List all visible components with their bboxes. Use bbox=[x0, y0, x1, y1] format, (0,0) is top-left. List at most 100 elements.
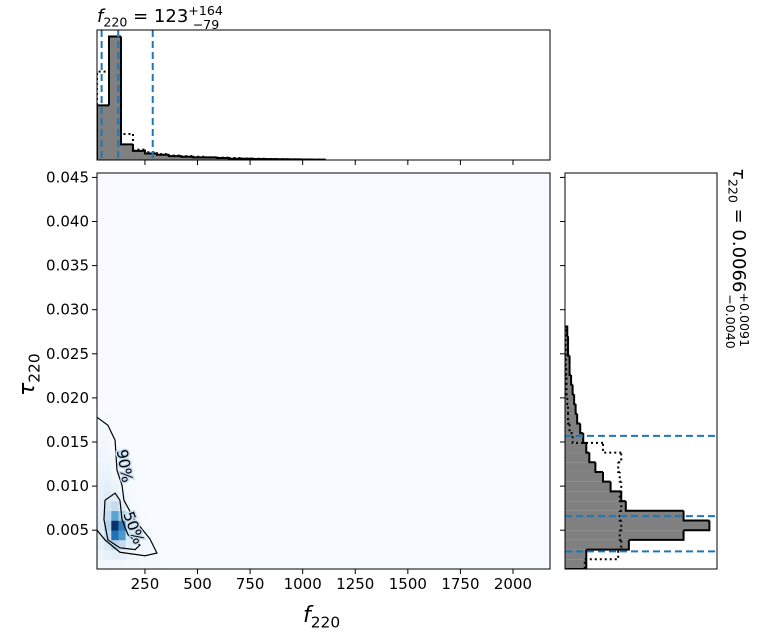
heatmap-cell bbox=[154, 510, 162, 521]
heatmap-cell bbox=[161, 530, 169, 541]
step bbox=[586, 539, 630, 551]
bar bbox=[565, 549, 587, 560]
step bbox=[594, 462, 603, 473]
heatmap-cell bbox=[154, 442, 162, 453]
heatmap-cell bbox=[97, 433, 105, 444]
heatmap-cell bbox=[147, 530, 155, 541]
step bbox=[565, 325, 569, 338]
heatmap-cell bbox=[104, 530, 112, 541]
y-tick-label: 0.025 bbox=[46, 345, 89, 363]
upper: +0.0091 bbox=[737, 292, 752, 347]
heatmap-cell bbox=[104, 549, 112, 560]
heatmap-cell bbox=[111, 423, 119, 434]
heatmap-cell bbox=[118, 501, 126, 512]
heatmap-cell bbox=[118, 559, 126, 569]
heatmap-cell bbox=[132, 423, 141, 434]
heatmap-cell bbox=[132, 442, 141, 453]
bar bbox=[565, 355, 570, 366]
bar bbox=[565, 374, 572, 385]
heatmap-cell bbox=[139, 501, 148, 512]
step bbox=[565, 559, 586, 569]
heatmap-cell bbox=[125, 452, 134, 463]
heatmap-cell bbox=[97, 539, 105, 550]
heatmap-cell bbox=[118, 471, 126, 482]
step bbox=[619, 501, 623, 512]
bar bbox=[565, 501, 626, 511]
heatmap-cell bbox=[97, 549, 105, 560]
heatmap-cell bbox=[161, 471, 169, 482]
step bbox=[97, 70, 109, 160]
heatmap-cell bbox=[139, 559, 148, 569]
heatmap-cell bbox=[125, 481, 134, 492]
heatmap-cell bbox=[104, 452, 112, 463]
y-tick-label: 0.045 bbox=[46, 168, 89, 186]
heatmap-cell bbox=[161, 442, 169, 453]
symbol: τ bbox=[728, 168, 749, 179]
axes-frame bbox=[564, 172, 718, 570]
step bbox=[609, 481, 622, 493]
y-tick-label: 0.005 bbox=[46, 521, 89, 539]
step bbox=[618, 539, 623, 551]
heatmap-cell bbox=[161, 433, 169, 444]
bar bbox=[168, 156, 181, 160]
step bbox=[683, 520, 711, 532]
heatmap-cells bbox=[97, 413, 169, 569]
step bbox=[579, 423, 584, 435]
heatmap-cell bbox=[118, 491, 126, 502]
step bbox=[570, 374, 573, 386]
heatmap-cell bbox=[125, 423, 134, 434]
heatmap-cell bbox=[118, 423, 126, 434]
step bbox=[167, 154, 181, 157]
step bbox=[567, 413, 570, 425]
heatmap-cell bbox=[147, 481, 155, 492]
heatmap-cell bbox=[132, 510, 141, 521]
heatmap-cell bbox=[154, 413, 162, 424]
heatmap-cell bbox=[139, 520, 148, 531]
heatmap-cell bbox=[147, 413, 155, 424]
heatmap-cell bbox=[111, 452, 119, 463]
heatmap-cell bbox=[125, 462, 134, 473]
heatmap-cell bbox=[97, 462, 105, 473]
heatmap-cell bbox=[132, 539, 141, 550]
math-label: f220 bbox=[303, 603, 340, 632]
y-tick-label: 0.040 bbox=[46, 213, 89, 231]
symbol: f bbox=[97, 6, 106, 27]
step bbox=[618, 530, 622, 541]
bar bbox=[144, 153, 157, 160]
heatmap-cell bbox=[132, 520, 141, 531]
heatmap-cell bbox=[118, 452, 126, 463]
heatmap-cell bbox=[111, 491, 119, 502]
step bbox=[568, 423, 573, 435]
heatmap-cell bbox=[154, 423, 162, 434]
heatmap-cell bbox=[104, 462, 112, 473]
heatmap-cell bbox=[125, 442, 134, 453]
heatmap-cell bbox=[125, 491, 134, 502]
step bbox=[131, 144, 145, 152]
step bbox=[571, 433, 603, 444]
heatmap-cell bbox=[111, 471, 119, 482]
step bbox=[618, 452, 623, 464]
axes-frame bbox=[96, 29, 551, 161]
heatmap-cell bbox=[147, 559, 155, 569]
bar bbox=[565, 433, 584, 443]
symbol: τ bbox=[15, 382, 40, 396]
step bbox=[584, 549, 620, 561]
bar bbox=[97, 105, 109, 160]
upper: +164 bbox=[188, 3, 223, 18]
subscript: 220 bbox=[103, 15, 127, 30]
bar bbox=[565, 471, 603, 482]
heatmap-cell bbox=[97, 510, 105, 521]
heatmap-cell bbox=[161, 462, 169, 473]
heatmap-cell bbox=[147, 510, 155, 521]
heatmap-cell bbox=[147, 501, 155, 512]
step bbox=[618, 510, 622, 522]
heatmap-cell bbox=[111, 530, 119, 541]
heatmap-cell bbox=[154, 433, 162, 444]
step bbox=[585, 442, 590, 454]
heatmap-cell bbox=[161, 491, 169, 502]
x-tick-label: 1250 bbox=[336, 575, 374, 593]
heatmap-cell bbox=[111, 433, 119, 444]
heatmap-cell bbox=[161, 413, 169, 424]
heatmap-cell bbox=[97, 471, 105, 482]
heatmap-cell bbox=[118, 539, 126, 550]
